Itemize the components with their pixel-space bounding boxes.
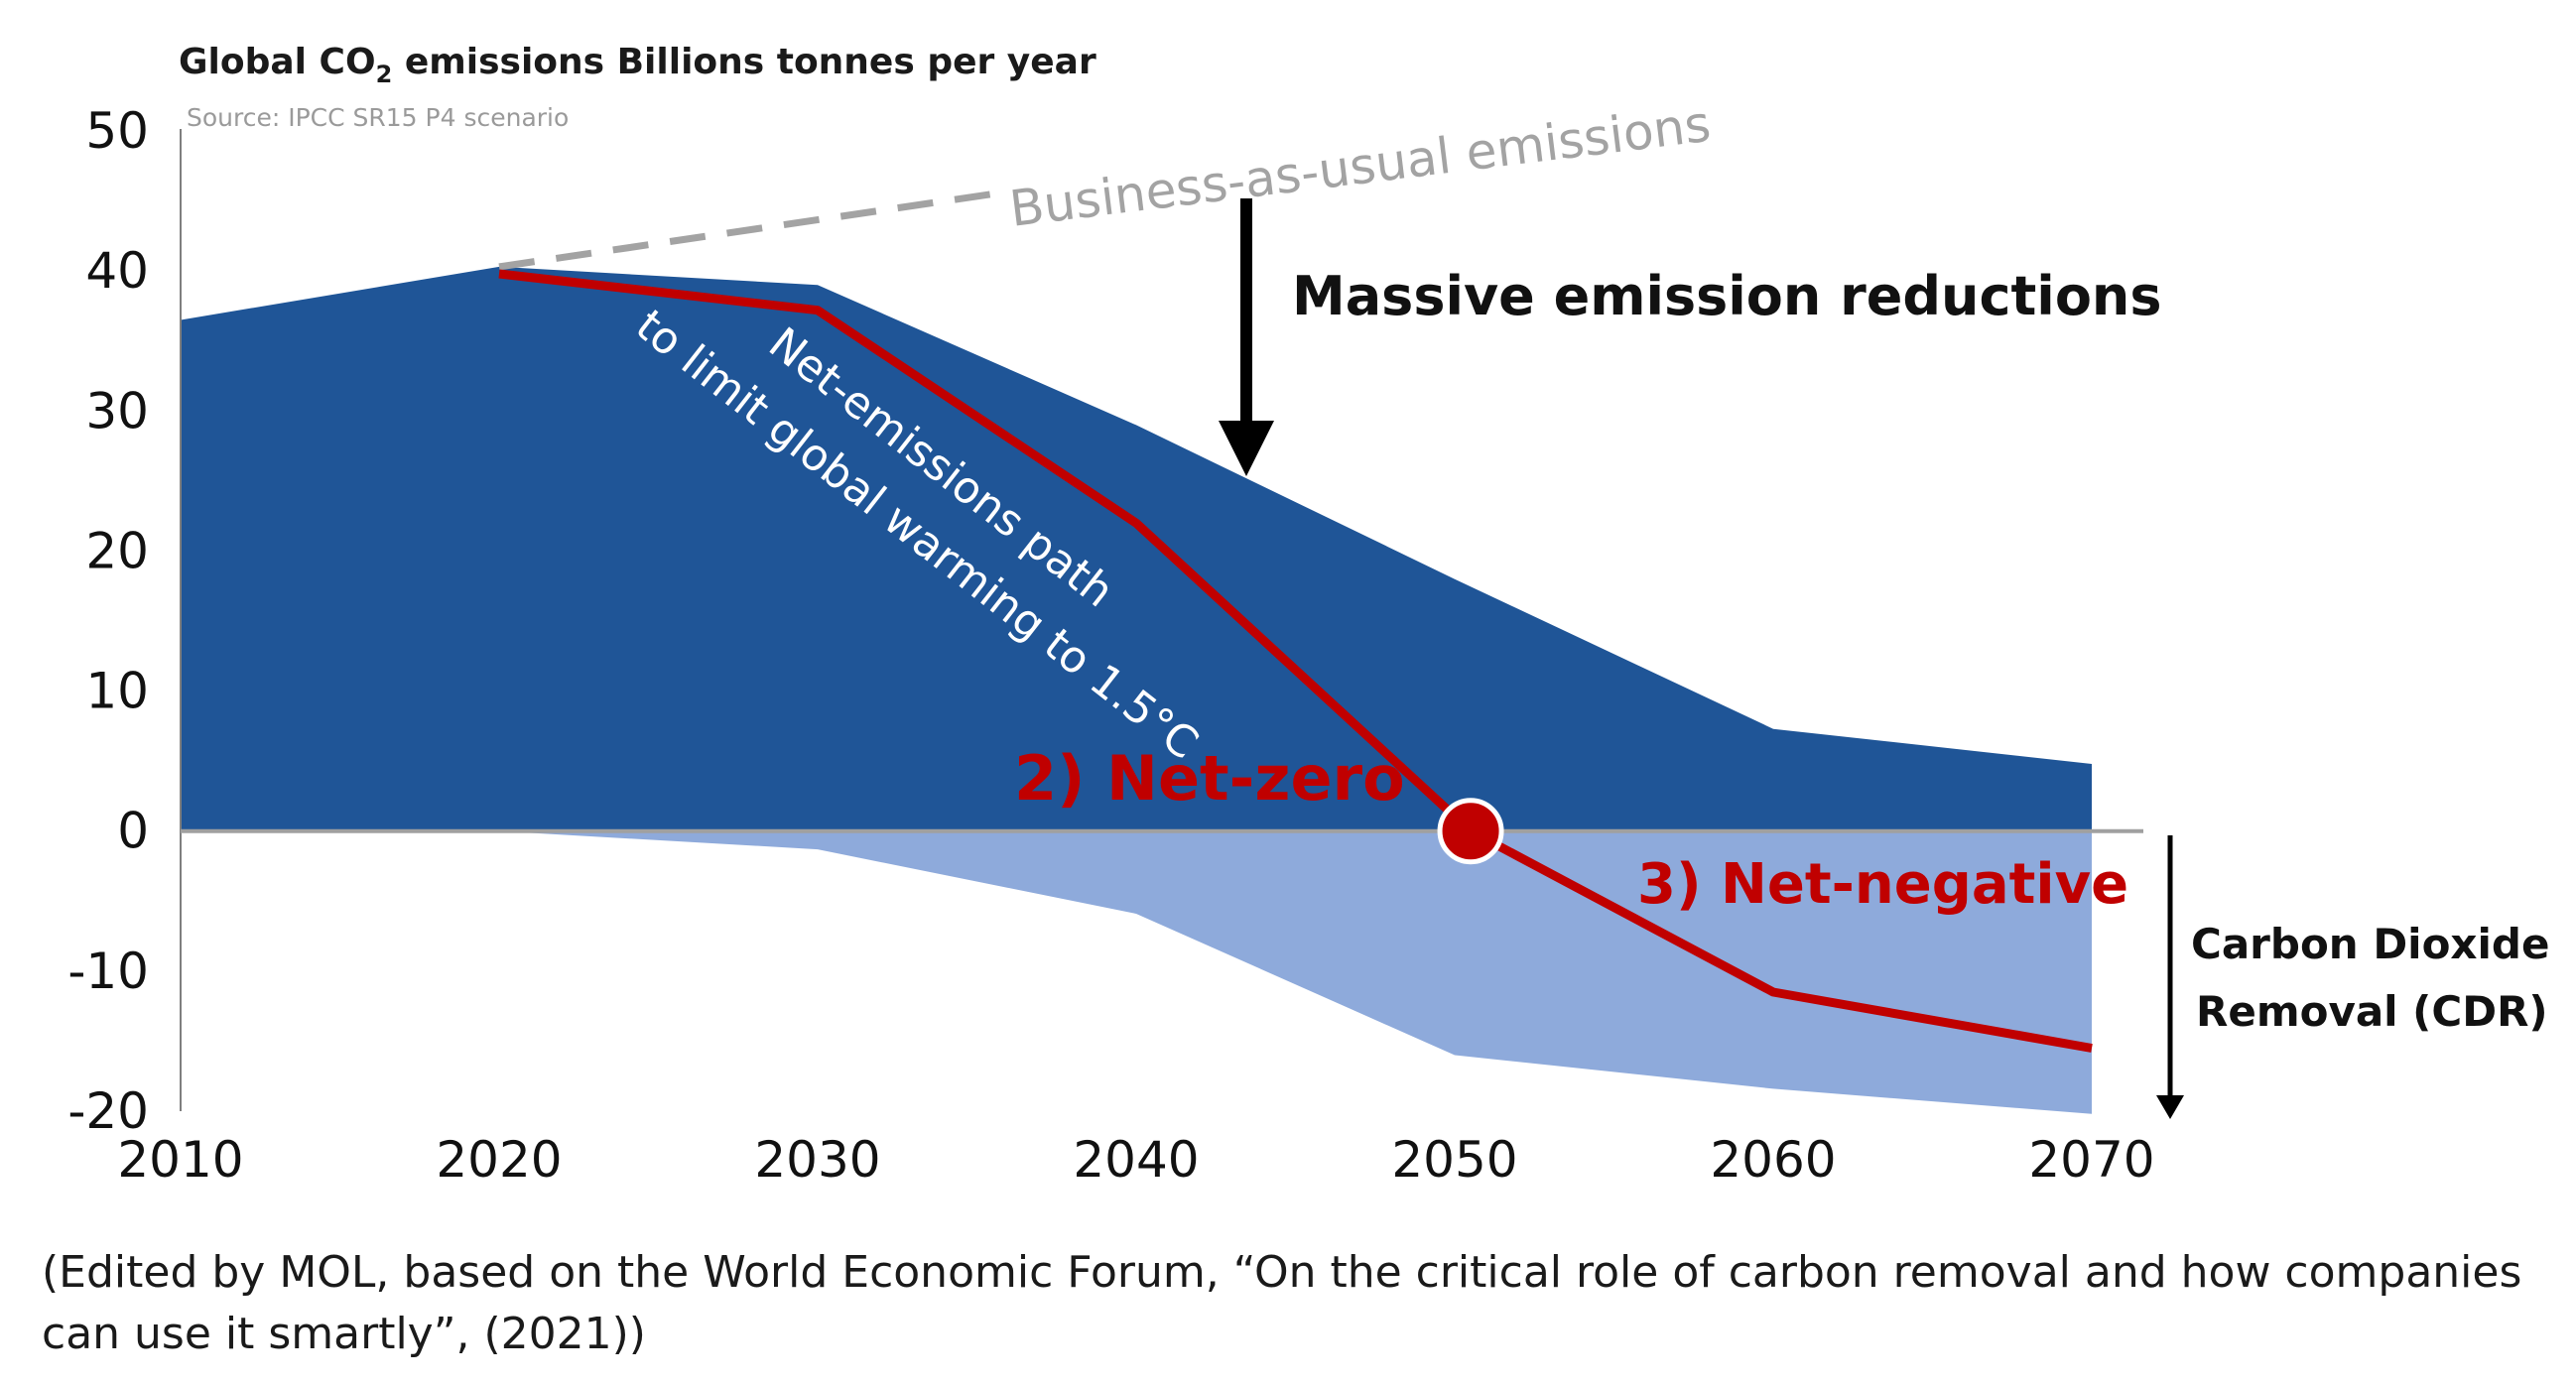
y-tick-labels: 50 40 30 20 10 0 -10 -20 bbox=[67, 102, 149, 1140]
massive-reductions-label: Massive emission reductions bbox=[1292, 265, 2162, 327]
net-zero-marker bbox=[1437, 798, 1504, 865]
y-tick-label: 20 bbox=[85, 522, 149, 579]
x-tick-label: 2070 bbox=[2028, 1131, 2154, 1189]
chart-source: Source: IPCC SR15 P4 scenario bbox=[187, 103, 569, 132]
x-tick-label: 2030 bbox=[754, 1131, 880, 1189]
y-tick-label: -10 bbox=[67, 943, 149, 1000]
business-as-usual-line bbox=[498, 190, 994, 271]
reduction-arrowhead bbox=[1219, 421, 1274, 476]
business-as-usual-label: Business-as-usual emissions bbox=[1006, 95, 1714, 238]
figure-caption: (Edited by MOL, based on the World Econo… bbox=[42, 1247, 2522, 1359]
y-tick-label: -20 bbox=[67, 1082, 149, 1140]
net-zero-label: 2) Net-zero bbox=[1014, 742, 1405, 815]
y-tick-label: 30 bbox=[85, 382, 149, 440]
x-tick-label: 2040 bbox=[1073, 1131, 1199, 1189]
y-tick-label: 0 bbox=[117, 803, 149, 860]
net-emissions-line bbox=[498, 269, 2093, 1053]
cdr-area bbox=[499, 830, 2092, 1114]
cdr-label-2: Removal (CDR) bbox=[2196, 987, 2548, 1036]
y-tick-label: 10 bbox=[85, 663, 149, 720]
x-tick-label: 2010 bbox=[117, 1131, 243, 1189]
gross-emissions-area bbox=[181, 266, 2092, 831]
y-tick-label: 50 bbox=[85, 102, 149, 160]
cdr-arrowhead bbox=[2156, 1095, 2184, 1119]
y-tick-label: 40 bbox=[85, 242, 149, 300]
x-tick-label: 2020 bbox=[436, 1131, 562, 1189]
net-negative-label: 3) Net-negative bbox=[1637, 852, 2128, 917]
x-tick-label: 2060 bbox=[1710, 1131, 1836, 1189]
x-tick-label: 2050 bbox=[1391, 1131, 1517, 1189]
cdr-label-1: Carbon Dioxide bbox=[2191, 920, 2549, 968]
chart-title: Global CO2 emissions Billions tonnes per… bbox=[179, 42, 1096, 88]
x-tick-labels: 2010 2020 2030 2040 2050 2060 2070 bbox=[117, 1131, 2154, 1189]
